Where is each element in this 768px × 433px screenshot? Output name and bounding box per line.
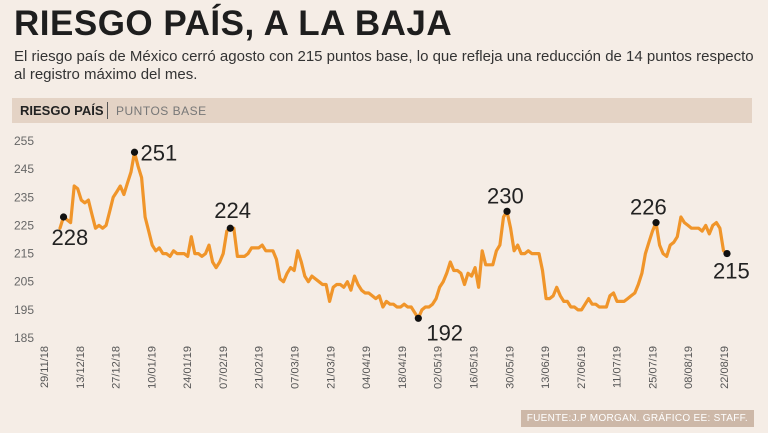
y-tick-label: 255 [14, 134, 34, 148]
annotation-marker [59, 213, 68, 221]
chart-header-divider [107, 102, 108, 119]
annotation-marker [652, 219, 660, 227]
x-tick-label: 29/11/18 [39, 346, 51, 388]
x-tick-label: 07/02/19 [218, 346, 230, 389]
x-tick-label: 08/08/19 [683, 346, 695, 389]
x-tick-label: 02/05/19 [433, 346, 445, 389]
x-tick-label: 27/12/18 [111, 346, 123, 389]
annotation-marker [503, 207, 511, 215]
annotation-marker [723, 249, 731, 258]
y-tick-label: 185 [14, 331, 34, 345]
x-tick-label: 18/04/19 [397, 346, 409, 389]
annotation-marker [226, 224, 234, 232]
annotation-label: 230 [487, 183, 524, 208]
y-tick-label: 215 [14, 247, 34, 261]
annotation-marker [414, 314, 422, 322]
x-tick-label: 30/05/19 [504, 346, 516, 389]
y-tick-label: 195 [14, 303, 34, 317]
series-line [58, 150, 729, 320]
chart-title: RIESGO PAÍS [20, 103, 104, 118]
y-tick-label: 225 [14, 218, 34, 232]
x-tick-label: 22/08/19 [719, 346, 731, 389]
annotation-label: 251 [141, 140, 178, 165]
chart-header-band: RIESGO PAÍS PUNTOS BASE [12, 98, 752, 123]
annotation-label: 228 [52, 225, 89, 250]
y-tick-label: 205 [14, 275, 34, 289]
source-note: FUENTE:J.P MORGAN. GRÁFICO EE: STAFF. [520, 410, 754, 427]
x-tick-label: 27/06/19 [576, 346, 588, 389]
x-tick-label: 16/05/19 [468, 346, 480, 389]
annotation-marker [130, 148, 139, 156]
annotation-label: 226 [630, 195, 667, 220]
y-tick-label: 235 [14, 190, 34, 204]
page-title: RIESGO PAÍS, A LA BAJA [14, 4, 453, 43]
annotation-label: 192 [426, 320, 463, 345]
x-tick-label: 04/04/19 [361, 346, 373, 389]
x-tick-label: 11/07/19 [612, 346, 624, 388]
page-subtitle: El riesgo país de México cerró agosto co… [14, 48, 754, 83]
chart-unit-label: PUNTOS BASE [116, 104, 207, 118]
x-tick-label: 13/06/19 [540, 346, 552, 389]
x-tick-label: 10/01/19 [146, 346, 158, 389]
x-tick-label: 13/12/18 [75, 346, 87, 389]
x-tick-label: 21/02/19 [254, 346, 266, 389]
y-tick-label: 245 [14, 162, 34, 176]
x-tick-label: 25/07/19 [647, 346, 659, 389]
x-tick-label: 21/03/19 [325, 346, 337, 389]
x-tick-label: 24/01/19 [182, 346, 194, 389]
x-tick-label: 07/03/19 [290, 346, 302, 389]
annotation-label: 215 [713, 259, 750, 284]
annotation-label: 224 [214, 198, 251, 223]
